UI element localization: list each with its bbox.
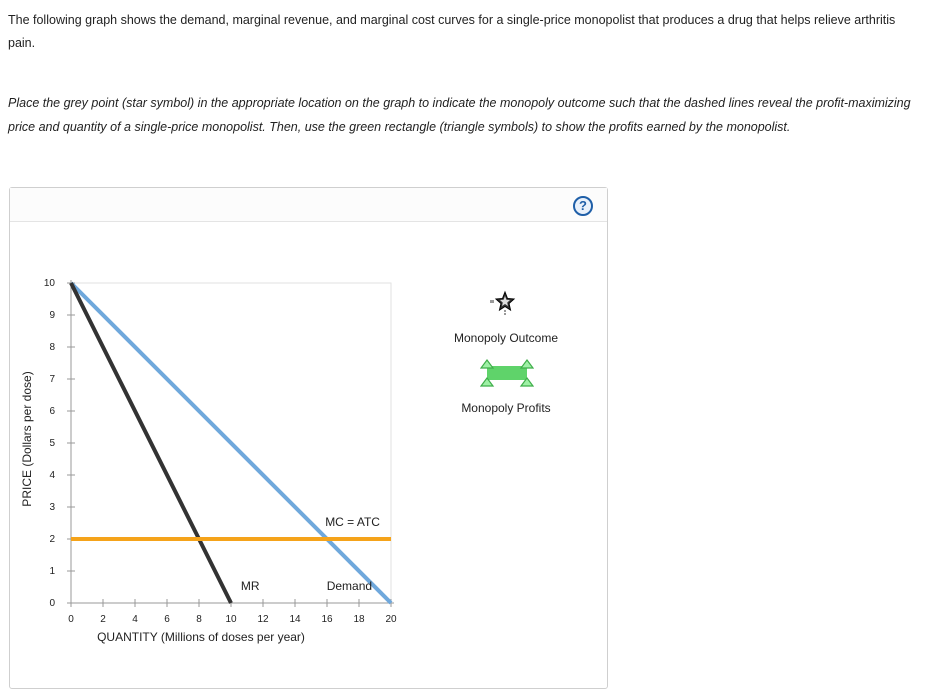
y-tick-label: 2	[49, 534, 55, 545]
x-tick-label: 18	[353, 614, 365, 625]
x-tick-label: 2	[100, 614, 106, 625]
curve-label: MR	[241, 579, 260, 593]
x-tick-label: 14	[289, 614, 301, 625]
graph-panel: ? 0 2 4 6 8 10 12 14 16 18 20 0 1 2 3 4 5 6 7 8 9 10 Demand MR M…	[9, 187, 608, 689]
panel-header: ?	[10, 188, 607, 222]
y-tick-label: 6	[49, 406, 55, 417]
rectangle-triangles-icon[interactable]	[480, 359, 534, 387]
monopoly-chart[interactable]: 0 2 4 6 8 10 12 14 16 18 20012345678910DemandMRMC …	[10, 188, 607, 688]
y-axis-title: PRICE (Dollars per dose)	[20, 371, 34, 506]
x-tick-label: 6	[164, 614, 170, 625]
x-tick-label: 4	[132, 614, 138, 625]
x-tick-label: 0	[68, 614, 74, 625]
y-tick-label: 4	[49, 470, 55, 481]
intro-text: The following graph shows the demand, ma…	[8, 13, 896, 50]
curve-label: Demand	[327, 579, 372, 593]
series-line-demand	[69, 281, 393, 605]
x-tick-label: 20	[385, 614, 397, 625]
help-button[interactable]: ?	[573, 196, 593, 216]
y-tick-label: 1	[49, 566, 55, 577]
y-tick-label: 10	[44, 278, 56, 289]
series-line-mr	[69, 282, 233, 604]
star-icon[interactable]	[488, 290, 518, 316]
y-tick-label: 7	[49, 374, 55, 385]
x-tick-label: 12	[257, 614, 269, 625]
x-axis-title: QUANTITY (Millions of doses per year)	[97, 630, 305, 644]
x-tick-label: 8	[196, 614, 202, 625]
x-tick-label: 10	[225, 614, 237, 625]
curve-label: MC = ATC	[325, 515, 380, 529]
monopoly-outcome-label: Monopoly Outcome	[453, 331, 559, 345]
monopoly-profits-label: Monopoly Profits	[461, 401, 551, 415]
x-tick-label: 16	[321, 614, 333, 625]
y-tick-label: 3	[49, 502, 55, 513]
instructions-text: Place the grey point (star symbol) in th…	[8, 96, 911, 134]
y-tick-label: 5	[49, 438, 55, 449]
y-tick-label: 8	[49, 342, 55, 353]
y-tick-label: 0	[49, 598, 55, 609]
y-tick-label: 9	[49, 310, 55, 321]
